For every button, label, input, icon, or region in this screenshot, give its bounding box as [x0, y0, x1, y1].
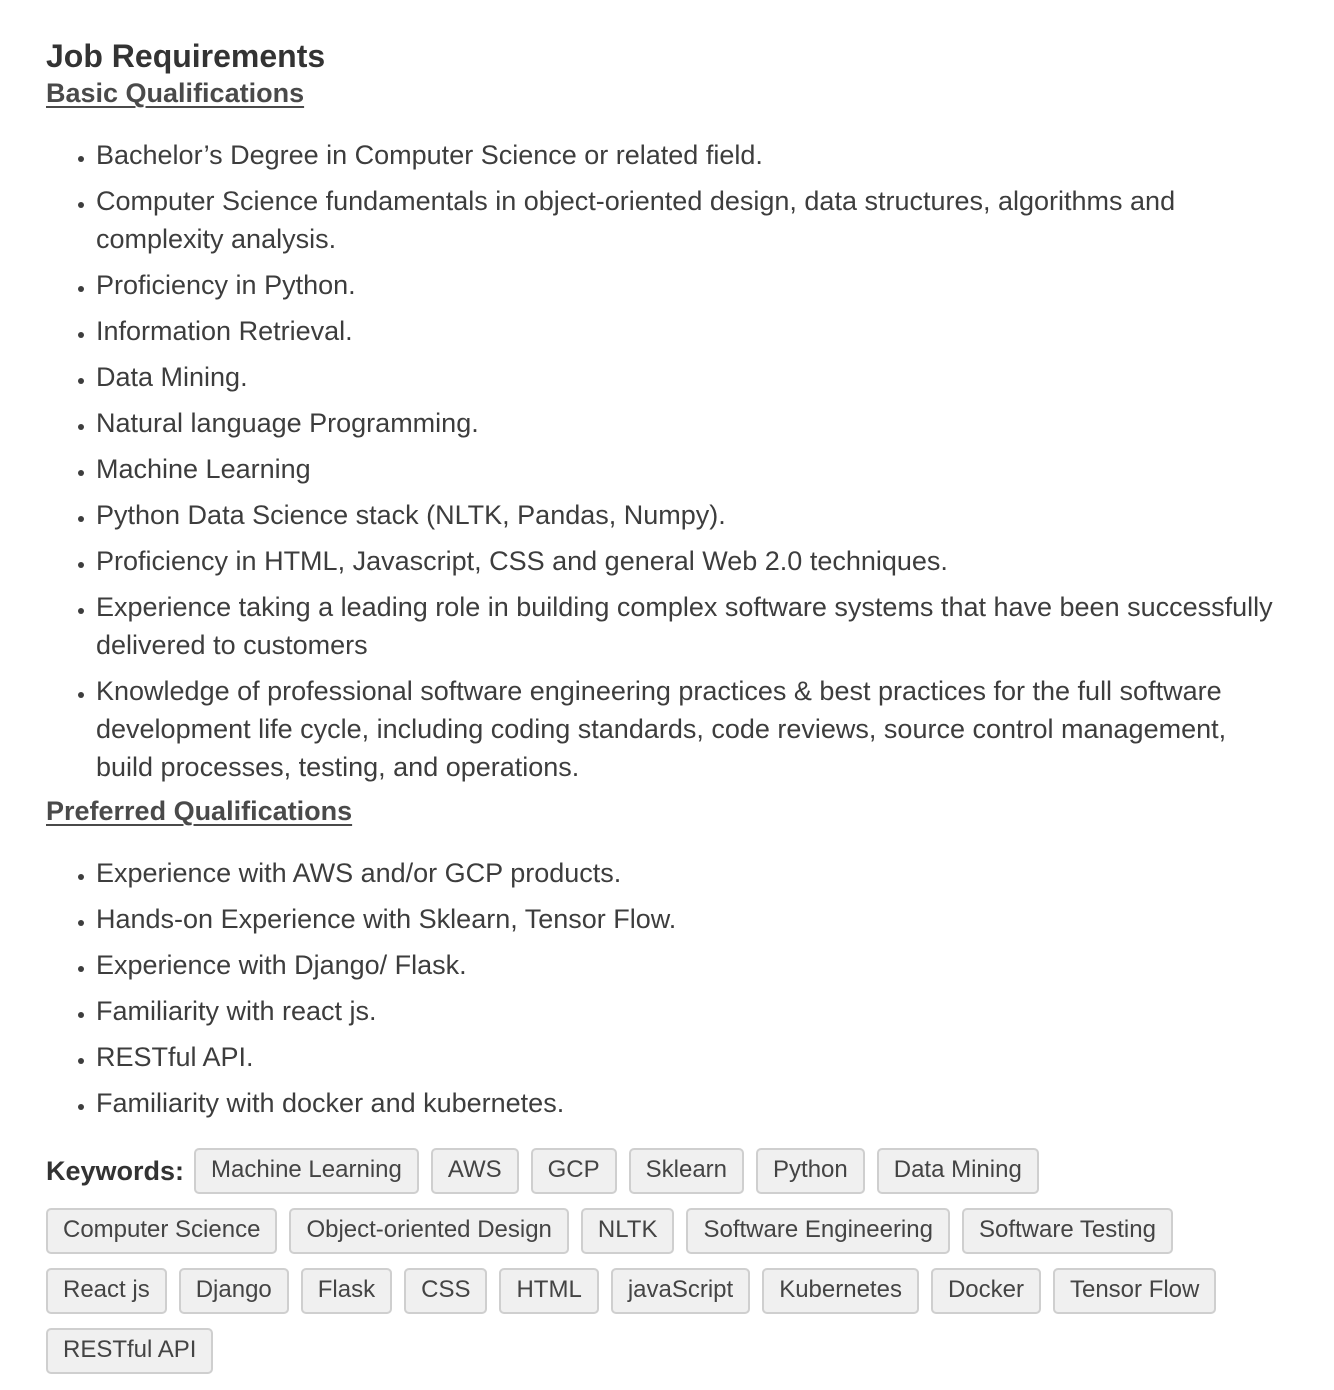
basic-qualification-item: Proficiency in HTML, Javascript, CSS and…: [96, 542, 1288, 580]
preferred-qualification-item: Experience with AWS and/or GCP products.: [96, 854, 1288, 892]
preferred-qualification-item: RESTful API.: [96, 1038, 1288, 1076]
keyword-tag[interactable]: Computer Science: [46, 1208, 278, 1254]
keyword-tag[interactable]: Tensor Flow: [1052, 1268, 1217, 1314]
keyword-tag[interactable]: React js: [46, 1268, 167, 1314]
preferred-qualification-item: Hands-on Experience with Sklearn, Tensor…: [96, 900, 1288, 938]
keyword-tag[interactable]: NLTK: [580, 1208, 675, 1254]
keyword-tag[interactable]: Django: [178, 1268, 289, 1314]
preferred-qualification-item: Experience with Django/ Flask.: [96, 946, 1288, 984]
preferred-qualifications-heading: Preferred Qualifications: [46, 796, 353, 826]
basic-qualification-item: Data Mining.: [96, 358, 1288, 396]
keyword-tag[interactable]: Object-oriented Design: [289, 1208, 569, 1254]
keywords-section: Keywords: Machine Learning AWS GCP Sklearn P…: [46, 1148, 1288, 1388]
keyword-tag[interactable]: HTML: [499, 1268, 599, 1314]
keyword-tag[interactable]: AWS: [430, 1148, 519, 1194]
keyword-tag[interactable]: RESTful API: [46, 1328, 214, 1374]
keyword-tag[interactable]: Data Mining: [876, 1148, 1039, 1194]
keyword-tag[interactable]: Machine Learning: [194, 1148, 419, 1194]
keyword-tag[interactable]: Python: [756, 1148, 865, 1194]
basic-qualification-item: Computer Science fundamentals in object-…: [96, 182, 1288, 258]
page-title: Job Requirements: [46, 38, 326, 74]
keyword-tag[interactable]: Flask: [300, 1268, 393, 1314]
keyword-tag[interactable]: Software Testing: [961, 1208, 1173, 1254]
keyword-tag[interactable]: CSS: [404, 1268, 488, 1314]
basic-qualification-item: Information Retrieval.: [96, 312, 1288, 350]
keyword-tag[interactable]: Sklearn: [628, 1148, 745, 1194]
basic-qualification-item: Proficiency in Python.: [96, 266, 1288, 304]
keyword-tag[interactable]: Kubernetes: [762, 1268, 919, 1314]
basic-qualifications-list: Bachelor’s Degree in Computer Science or…: [46, 136, 1288, 786]
basic-qualification-item: Machine Learning: [96, 450, 1288, 488]
keywords-label: Keywords:: [46, 1156, 185, 1186]
preferred-qualification-item: Familiarity with docker and kubernetes.: [96, 1084, 1288, 1122]
keyword-tag[interactable]: Docker: [930, 1268, 1041, 1314]
preferred-qualifications-list: Experience with AWS and/or GCP products.…: [46, 854, 1288, 1122]
keyword-tag[interactable]: Software Engineering: [686, 1208, 950, 1254]
basic-qualification-item: Experience taking a leading role in buil…: [96, 588, 1288, 664]
keyword-tag[interactable]: GCP: [530, 1148, 617, 1194]
preferred-qualification-item: Familiarity with react js.: [96, 992, 1288, 1030]
basic-qualification-item: Natural language Programming.: [96, 404, 1288, 442]
basic-qualification-item: Knowledge of professional software engin…: [96, 672, 1288, 786]
keyword-tag[interactable]: javaScript: [610, 1268, 751, 1314]
basic-qualification-item: Python Data Science stack (NLTK, Pandas,…: [96, 496, 1288, 534]
basic-qualification-item: Bachelor’s Degree in Computer Science or…: [96, 136, 1288, 174]
basic-qualifications-heading: Basic Qualifications: [46, 78, 305, 108]
